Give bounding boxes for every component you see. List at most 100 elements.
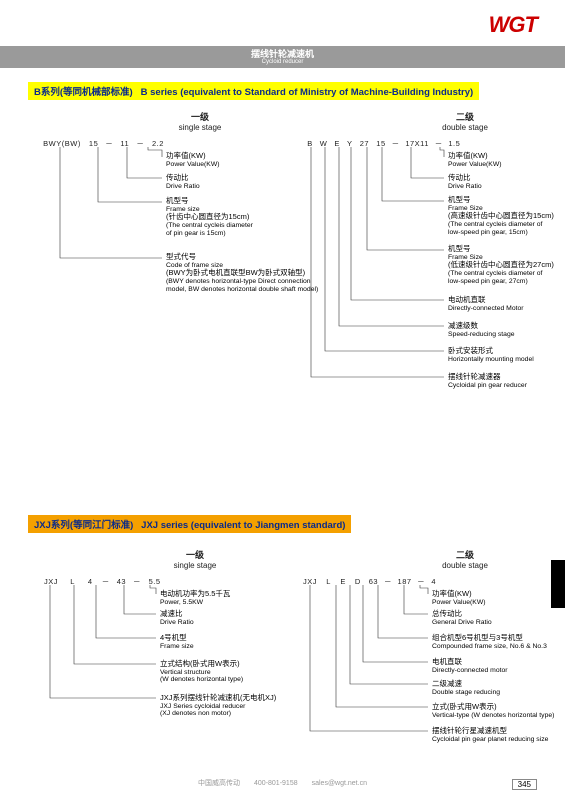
code-part: E xyxy=(332,139,342,148)
label-cn: 立式(卧式用W表示) xyxy=(432,703,554,712)
label-cn: 4号机型 xyxy=(160,634,194,643)
label-cn2: (高速级针齿中心圆直径为15cm) xyxy=(448,212,554,221)
code-part: 17X11 xyxy=(403,139,431,148)
label-cn: JXJ系列摆线针轮减速机(无电机XJ) xyxy=(160,694,276,703)
label-en: Horizontally mounting model xyxy=(448,356,534,364)
b-double-item-6: 卧式安装形式Horizontally mounting model xyxy=(448,347,534,363)
code-part: － xyxy=(131,576,143,587)
code-part: Y xyxy=(345,139,355,148)
j-double-item-2: 组合机型6号机型与3号机型Compounded frame size, No.6… xyxy=(432,634,547,650)
code-part: 27 xyxy=(357,139,371,148)
edge-tab xyxy=(551,560,565,608)
b-double-block: 二级 double stage B W E Y 27 15 － 17X11 － … xyxy=(305,110,555,149)
code-part: － xyxy=(416,576,426,587)
brand-logo: WGT xyxy=(489,12,537,38)
b-double-item-2: 机型号Frame Size(高速级针齿中心圆直径为15cm)(The centr… xyxy=(448,196,554,237)
j-single-item-1: 减速比Drive Ratio xyxy=(160,610,194,626)
j-single-block: 一级 single stage JXJ L 4 － 43 － 5.5 xyxy=(40,548,280,587)
j-single-stage-cn: 一级 xyxy=(110,548,280,561)
label-cn: 机型号 xyxy=(448,196,554,205)
label-cn2: (针齿中心圆直径为15cm) xyxy=(166,213,253,222)
label-en: Compounded frame size, No.6 & No.3 xyxy=(432,643,547,651)
j-single-code: JXJ L 4 － 43 － 5.5 xyxy=(40,576,280,587)
code-part: － xyxy=(383,576,393,587)
b-single-item-2: 机型号 Frame size (针齿中心圆直径为15cm) (The centr… xyxy=(166,197,253,238)
code-part: 4 xyxy=(429,577,439,586)
b-single-item-1: 传动比 Drive Ratio xyxy=(166,174,200,190)
page-number: 345 xyxy=(512,779,537,790)
label-cn: 组合机型6号机型与3号机型 xyxy=(432,634,547,643)
label-en2: (W denotes horizontal type) xyxy=(160,676,243,684)
label-cn: 传动比 xyxy=(166,174,200,183)
label-en: Vertical-type (W denotes horizontal type… xyxy=(432,712,554,720)
code-part: 187 xyxy=(396,577,414,586)
label-en: Power Value(KW) xyxy=(166,161,220,169)
code-part: 63 xyxy=(366,577,380,586)
label-cn: 电机直联 xyxy=(432,658,508,667)
header-bar: 摆线针轮减速机 Cycloid reducer xyxy=(0,46,565,68)
label-en2: (BWY denotes horizontal-type Direct conn… xyxy=(166,278,318,286)
b-single-item-3: 型式代号 Code of frame size (BWY为卧式电机直联型BW为卧… xyxy=(166,253,318,294)
code-part: 15 xyxy=(87,139,101,148)
label-en: Drive Ratio xyxy=(448,183,482,191)
code-part: B xyxy=(305,139,315,148)
label-cn2: (低速级针齿中心圆直径为27cm) xyxy=(448,261,554,270)
label-cn: 传动比 xyxy=(448,174,482,183)
label-cn: 型式代号 xyxy=(166,253,318,262)
j-single-item-0: 电动机功率为5.5千瓦Power, 5.5KW xyxy=(160,590,230,606)
j-double-code: JXJ L E D 63 － 187 － 4 xyxy=(300,576,550,587)
code-part: － xyxy=(134,138,146,149)
j-double-item-1: 总传动比General Drive Ratio xyxy=(432,610,492,626)
label-en: JXJ Series cycloidal reducer xyxy=(160,703,276,711)
label-cn: 电动机直联 xyxy=(448,296,524,305)
code-part: － xyxy=(434,138,444,149)
label-cn: 减速级数 xyxy=(448,322,515,331)
label-en: Frame size xyxy=(160,643,194,651)
label-en2: (The central cycleis diameter of xyxy=(448,221,554,229)
label-en: Drive Ratio xyxy=(166,183,200,191)
label-en3: low-speed pin gear, 27cm) xyxy=(448,278,554,286)
b-single-stage-en: single stage xyxy=(120,123,280,132)
b-single-stage-cn: 一级 xyxy=(120,110,280,123)
code-part: 2.2 xyxy=(149,139,167,148)
b-double-code: B W E Y 27 15 － 17X11 － 1.5 xyxy=(305,138,555,149)
b-double-item-4: 电动机直联Directly-connected Motor xyxy=(448,296,524,312)
section-b-en: B series (equivalent to Standard of Mini… xyxy=(141,87,474,98)
code-part: 15 xyxy=(374,139,388,148)
label-en: Speed-reducing stage xyxy=(448,331,515,339)
label-en: Drive Ratio xyxy=(160,619,194,627)
label-en: Power Value(KW) xyxy=(448,161,502,169)
j-single-stage-en: single stage xyxy=(110,561,280,570)
code-part: BWY(BW) xyxy=(40,139,84,148)
j-double-item-3: 电机直联Directly-connected motor xyxy=(432,658,508,674)
label-cn: 减速比 xyxy=(160,610,194,619)
label-cn: 机型号 xyxy=(448,245,554,254)
label-en: Directly-connected motor xyxy=(432,667,508,675)
label-en: Directly-connected Motor xyxy=(448,305,524,313)
code-part: 11 xyxy=(118,139,132,148)
section-j-en: JXJ series (equivalent to Jiangmen stand… xyxy=(141,520,345,531)
label-en: Power, 5.5KW xyxy=(160,599,230,607)
code-part: － xyxy=(100,576,112,587)
label-en: Vertical structure xyxy=(160,669,243,677)
b-double-item-0: 功率值(KW)Power Value(KW) xyxy=(448,152,502,168)
label-cn: 摆线针轮减速器 xyxy=(448,373,527,382)
j-double-stage-en: double stage xyxy=(380,561,550,570)
label-cn: 摆线针轮行星减速机型 xyxy=(432,727,548,736)
code-part: E xyxy=(337,577,349,586)
j-double-item-6: 摆线针轮行星减速机型Cycloidal pin gear planet redu… xyxy=(432,727,548,743)
section-j-cn: JXJ系列(等同江门标准) xyxy=(34,520,133,531)
b-double-item-1: 传动比Drive Ratio xyxy=(448,174,482,190)
j-double-item-5: 立式(卧式用W表示)Vertical-type (W denotes horiz… xyxy=(432,703,554,719)
label-en: Power Value(KW) xyxy=(432,599,486,607)
code-part: － xyxy=(391,138,401,149)
label-cn2: (BWY为卧式电机直联型BW为卧式双轴型) xyxy=(166,269,318,278)
label-cn: 功率值(KW) xyxy=(432,590,486,599)
code-part: D xyxy=(352,577,364,586)
label-en2: (The central cycleis diameter xyxy=(166,222,253,230)
header-en: Cycloid reducer xyxy=(0,59,565,65)
label-cn: 二级减速 xyxy=(432,680,500,689)
label-cn: 卧式安装形式 xyxy=(448,347,534,356)
j-double-item-4: 二级减速Double stage reducing xyxy=(432,680,500,696)
j-single-item-3: 立式结构(卧式用W表示)Vertical structure(W denotes… xyxy=(160,660,243,684)
